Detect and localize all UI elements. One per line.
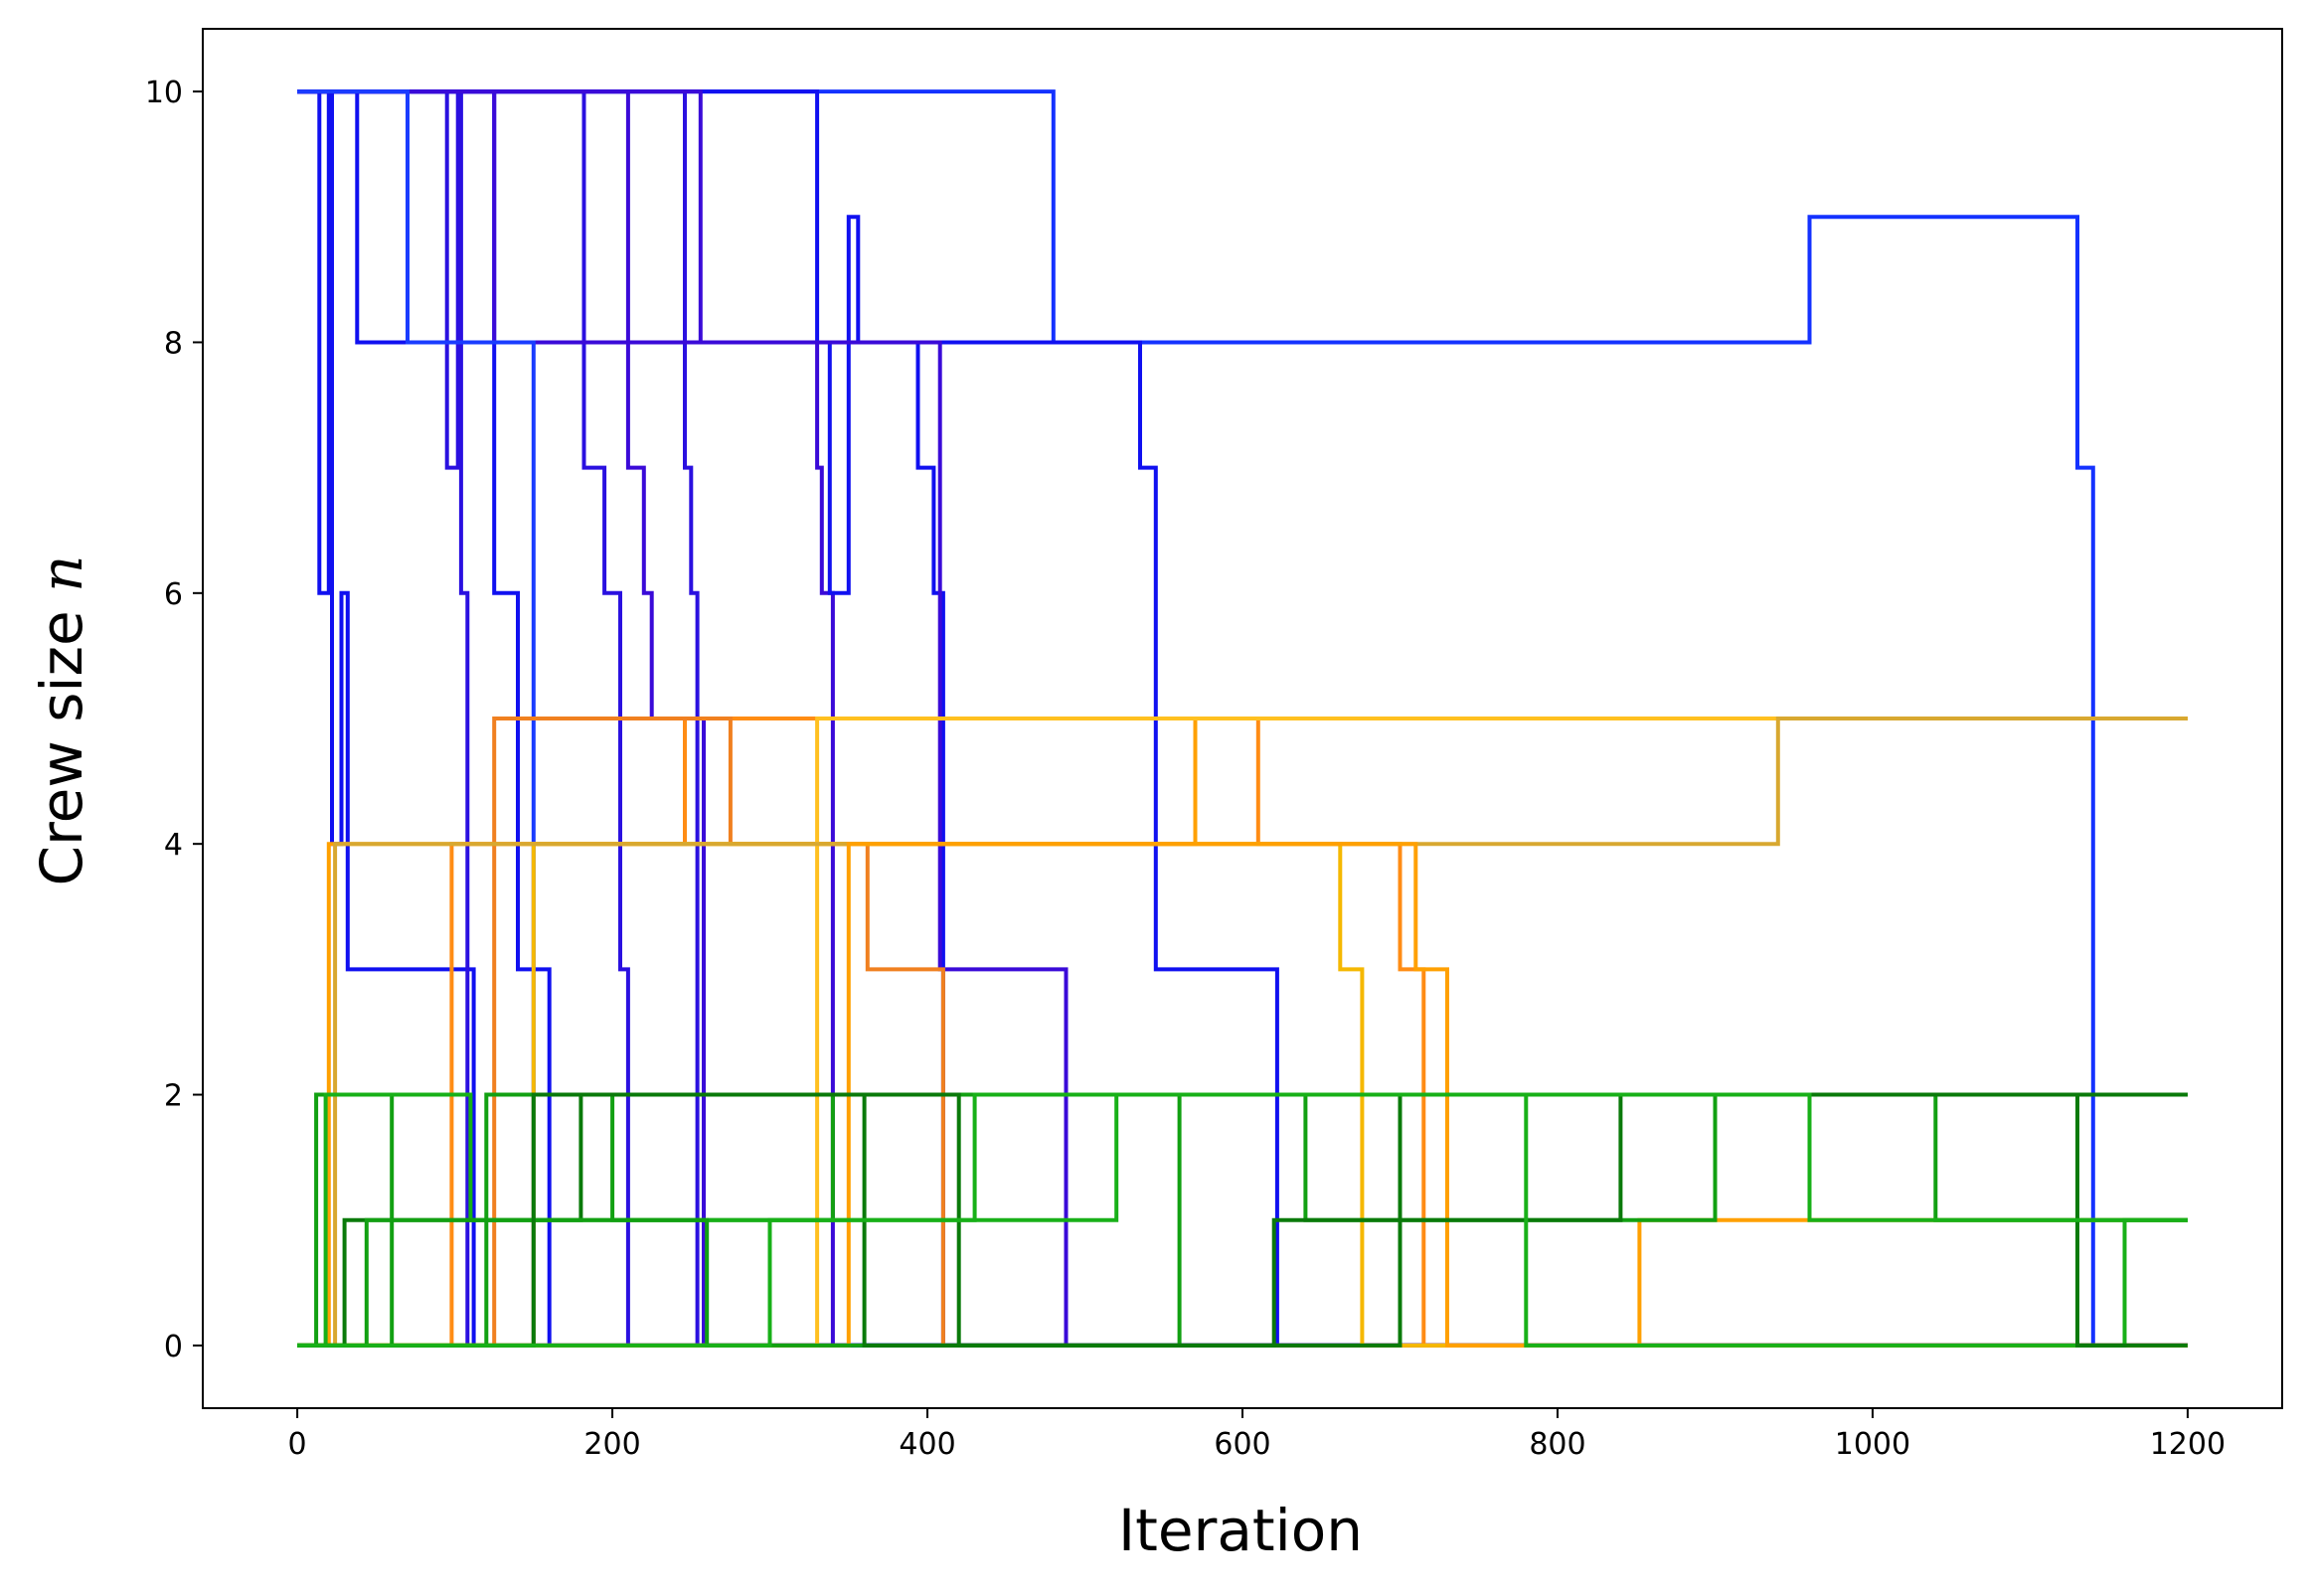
y-tick-label: 6 bbox=[164, 577, 183, 612]
y-axis-label: Crew size n bbox=[28, 556, 95, 886]
series-line-11 bbox=[297, 89, 2188, 1348]
x-tick-label: 600 bbox=[1214, 1427, 1270, 1462]
x-axis-ticks: 0 200 400 600 800 1000 1200 bbox=[288, 1408, 2226, 1462]
x-tick-label: 200 bbox=[583, 1427, 640, 1462]
series-layer bbox=[297, 89, 2188, 1348]
series-line-22 bbox=[297, 1092, 2188, 1348]
y-tick-label: 8 bbox=[164, 326, 183, 361]
y-tick-label: 10 bbox=[145, 76, 183, 110]
y-axis-ticks: 0 2 4 6 8 10 bbox=[145, 76, 203, 1364]
series-line-6 bbox=[297, 89, 2188, 1348]
y-tick-label: 2 bbox=[164, 1079, 183, 1114]
x-axis-label: Iteration bbox=[1118, 1497, 1363, 1564]
series-line-25 bbox=[297, 1092, 2188, 1348]
series-line-9 bbox=[297, 89, 2188, 1348]
series-line-1 bbox=[297, 89, 2188, 1348]
series-line-7 bbox=[297, 89, 2188, 1348]
series-line-2 bbox=[297, 89, 2188, 1348]
y-tick-label: 4 bbox=[164, 828, 183, 863]
x-tick-label: 1000 bbox=[1835, 1427, 1910, 1462]
x-tick-label: 1200 bbox=[2150, 1427, 2226, 1462]
y-axis-label-text: Crew size bbox=[28, 592, 95, 886]
series-line-13 bbox=[297, 717, 2188, 1348]
y-tick-label: 0 bbox=[164, 1330, 183, 1364]
x-tick-label: 400 bbox=[899, 1427, 955, 1462]
x-tick-label: 800 bbox=[1529, 1427, 1585, 1462]
y-axis-label-symbol: n bbox=[28, 556, 95, 592]
x-tick-label: 0 bbox=[288, 1427, 307, 1462]
